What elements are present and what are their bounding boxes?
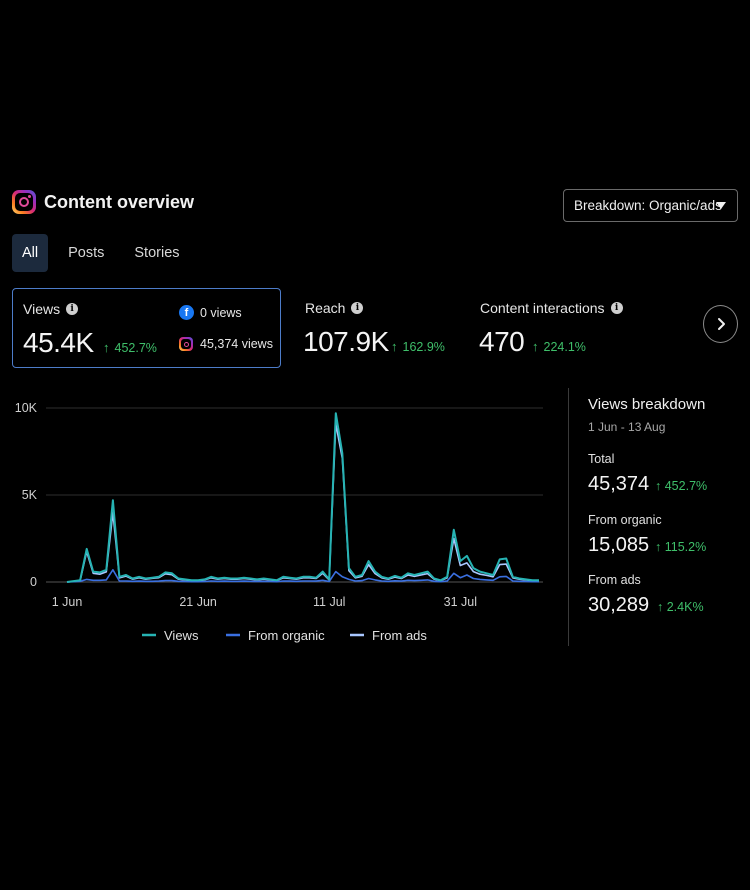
reach-metric-card[interactable]: Reach i 107.9K ↑ 162.9% bbox=[293, 288, 463, 368]
facebook-icon: f bbox=[179, 305, 194, 320]
arrow-up-icon: ↑ bbox=[103, 340, 110, 355]
series-line-from-organic bbox=[66, 569, 539, 583]
views-value: 45.4K bbox=[23, 327, 94, 358]
tab-all[interactable]: All bbox=[12, 234, 49, 272]
views-delta: ↑ 452.7% bbox=[103, 340, 157, 355]
tab-posts[interactable]: Posts bbox=[68, 245, 105, 261]
y-tick-label: 5K bbox=[22, 488, 38, 502]
total-delta: ↑ 452.7% bbox=[655, 479, 707, 493]
info-icon[interactable]: i bbox=[351, 302, 364, 314]
total-label: Total bbox=[588, 452, 615, 466]
instagram-views: 45,374 views bbox=[200, 337, 273, 351]
ads-delta-value: 2.4K% bbox=[666, 600, 704, 614]
breakdown-title: Views breakdown bbox=[588, 396, 706, 413]
total-value: 45,374 bbox=[588, 473, 650, 495]
breakdown-dropdown-label: Breakdown: Organic/ads bbox=[574, 198, 722, 213]
series-line-views bbox=[66, 412, 539, 583]
content-tabs: All Posts Stories bbox=[12, 234, 200, 272]
organic-label: From organic bbox=[588, 513, 662, 527]
y-tick-label: 0 bbox=[30, 575, 37, 589]
instagram-views-row: 45,374 views bbox=[179, 337, 273, 351]
arrow-up-icon: ↑ bbox=[655, 479, 665, 493]
next-button[interactable] bbox=[703, 305, 738, 343]
views-label: Views bbox=[23, 301, 61, 317]
interactions-label: Content interactions bbox=[480, 300, 605, 316]
y-tick-label: 10K bbox=[15, 401, 38, 415]
info-icon[interactable]: i bbox=[66, 303, 79, 315]
info-icon[interactable]: i bbox=[610, 302, 623, 314]
divider bbox=[568, 388, 569, 646]
caret-down-icon bbox=[716, 202, 726, 209]
facebook-views-row: f 0 views bbox=[179, 305, 242, 320]
x-tick-label: 1 Jun bbox=[52, 595, 83, 609]
interactions-value: 470 bbox=[479, 326, 525, 357]
chart-svg: 0 5K 10K 1 Jun 21 Jun 11 Jul 31 Jul Views From o… bbox=[15, 401, 543, 643]
arrow-up-icon: ↑ bbox=[391, 339, 398, 354]
views-delta-value: 452.7% bbox=[114, 341, 157, 355]
breakdown-date-range: 1 Jun - 13 Aug bbox=[588, 420, 666, 434]
legend-from-ads-label: From ads bbox=[372, 628, 427, 643]
arrow-up-icon: ↑ bbox=[655, 540, 665, 554]
facebook-views: 0 views bbox=[200, 305, 242, 320]
ads-label: From ads bbox=[588, 573, 641, 587]
tab-stories[interactable]: Stories bbox=[134, 245, 180, 261]
reach-label-row: Reach i bbox=[305, 300, 364, 316]
interactions-label-row: Content interactions i bbox=[480, 300, 623, 316]
ads-delta: ↑ 2.4K% bbox=[657, 600, 704, 614]
legend-views-label: Views bbox=[164, 628, 199, 643]
views-line-chart: 0 5K 10K 1 Jun 21 Jun 11 Jul 31 Jul Views From o… bbox=[0, 390, 560, 660]
views-metric-card[interactable]: Views i 45.4K ↑ 452.7% f 0 views 45,374 v… bbox=[12, 288, 281, 368]
chevron-right-icon bbox=[717, 318, 725, 330]
interactions-delta: ↑ 224.1% bbox=[532, 339, 586, 354]
reach-delta: ↑ 162.9% bbox=[391, 339, 445, 354]
organic-delta-value: 115.2% bbox=[664, 540, 707, 554]
arrow-up-icon: ↑ bbox=[532, 339, 539, 354]
header: Content overview bbox=[12, 190, 194, 214]
interactions-metric-card[interactable]: Content interactions i 470 ↑ 224.1% bbox=[470, 288, 650, 368]
x-tick-label: 11 Jul bbox=[313, 595, 345, 609]
views-label-row: Views i bbox=[23, 301, 79, 317]
reach-delta-value: 162.9% bbox=[402, 340, 445, 354]
ads-value: 30,289 bbox=[588, 594, 650, 616]
interactions-delta-value: 224.1% bbox=[543, 340, 586, 354]
x-tick-label: 21 Jun bbox=[179, 595, 217, 609]
breakdown-dropdown[interactable]: Breakdown: Organic/ads bbox=[563, 189, 738, 222]
reach-value: 107.9K bbox=[303, 326, 389, 357]
instagram-icon bbox=[12, 190, 36, 214]
instagram-icon bbox=[179, 337, 193, 351]
x-tick-label: 31 Jul bbox=[444, 595, 477, 609]
total-delta-value: 452.7% bbox=[664, 479, 708, 493]
organic-delta: ↑ 115.2% bbox=[655, 540, 706, 554]
reach-label: Reach bbox=[305, 300, 346, 316]
arrow-up-icon: ↑ bbox=[657, 600, 667, 614]
page-title: Content overview bbox=[44, 191, 195, 212]
organic-value: 15,085 bbox=[588, 534, 650, 556]
legend-from-organic-label: From organic bbox=[248, 628, 325, 643]
